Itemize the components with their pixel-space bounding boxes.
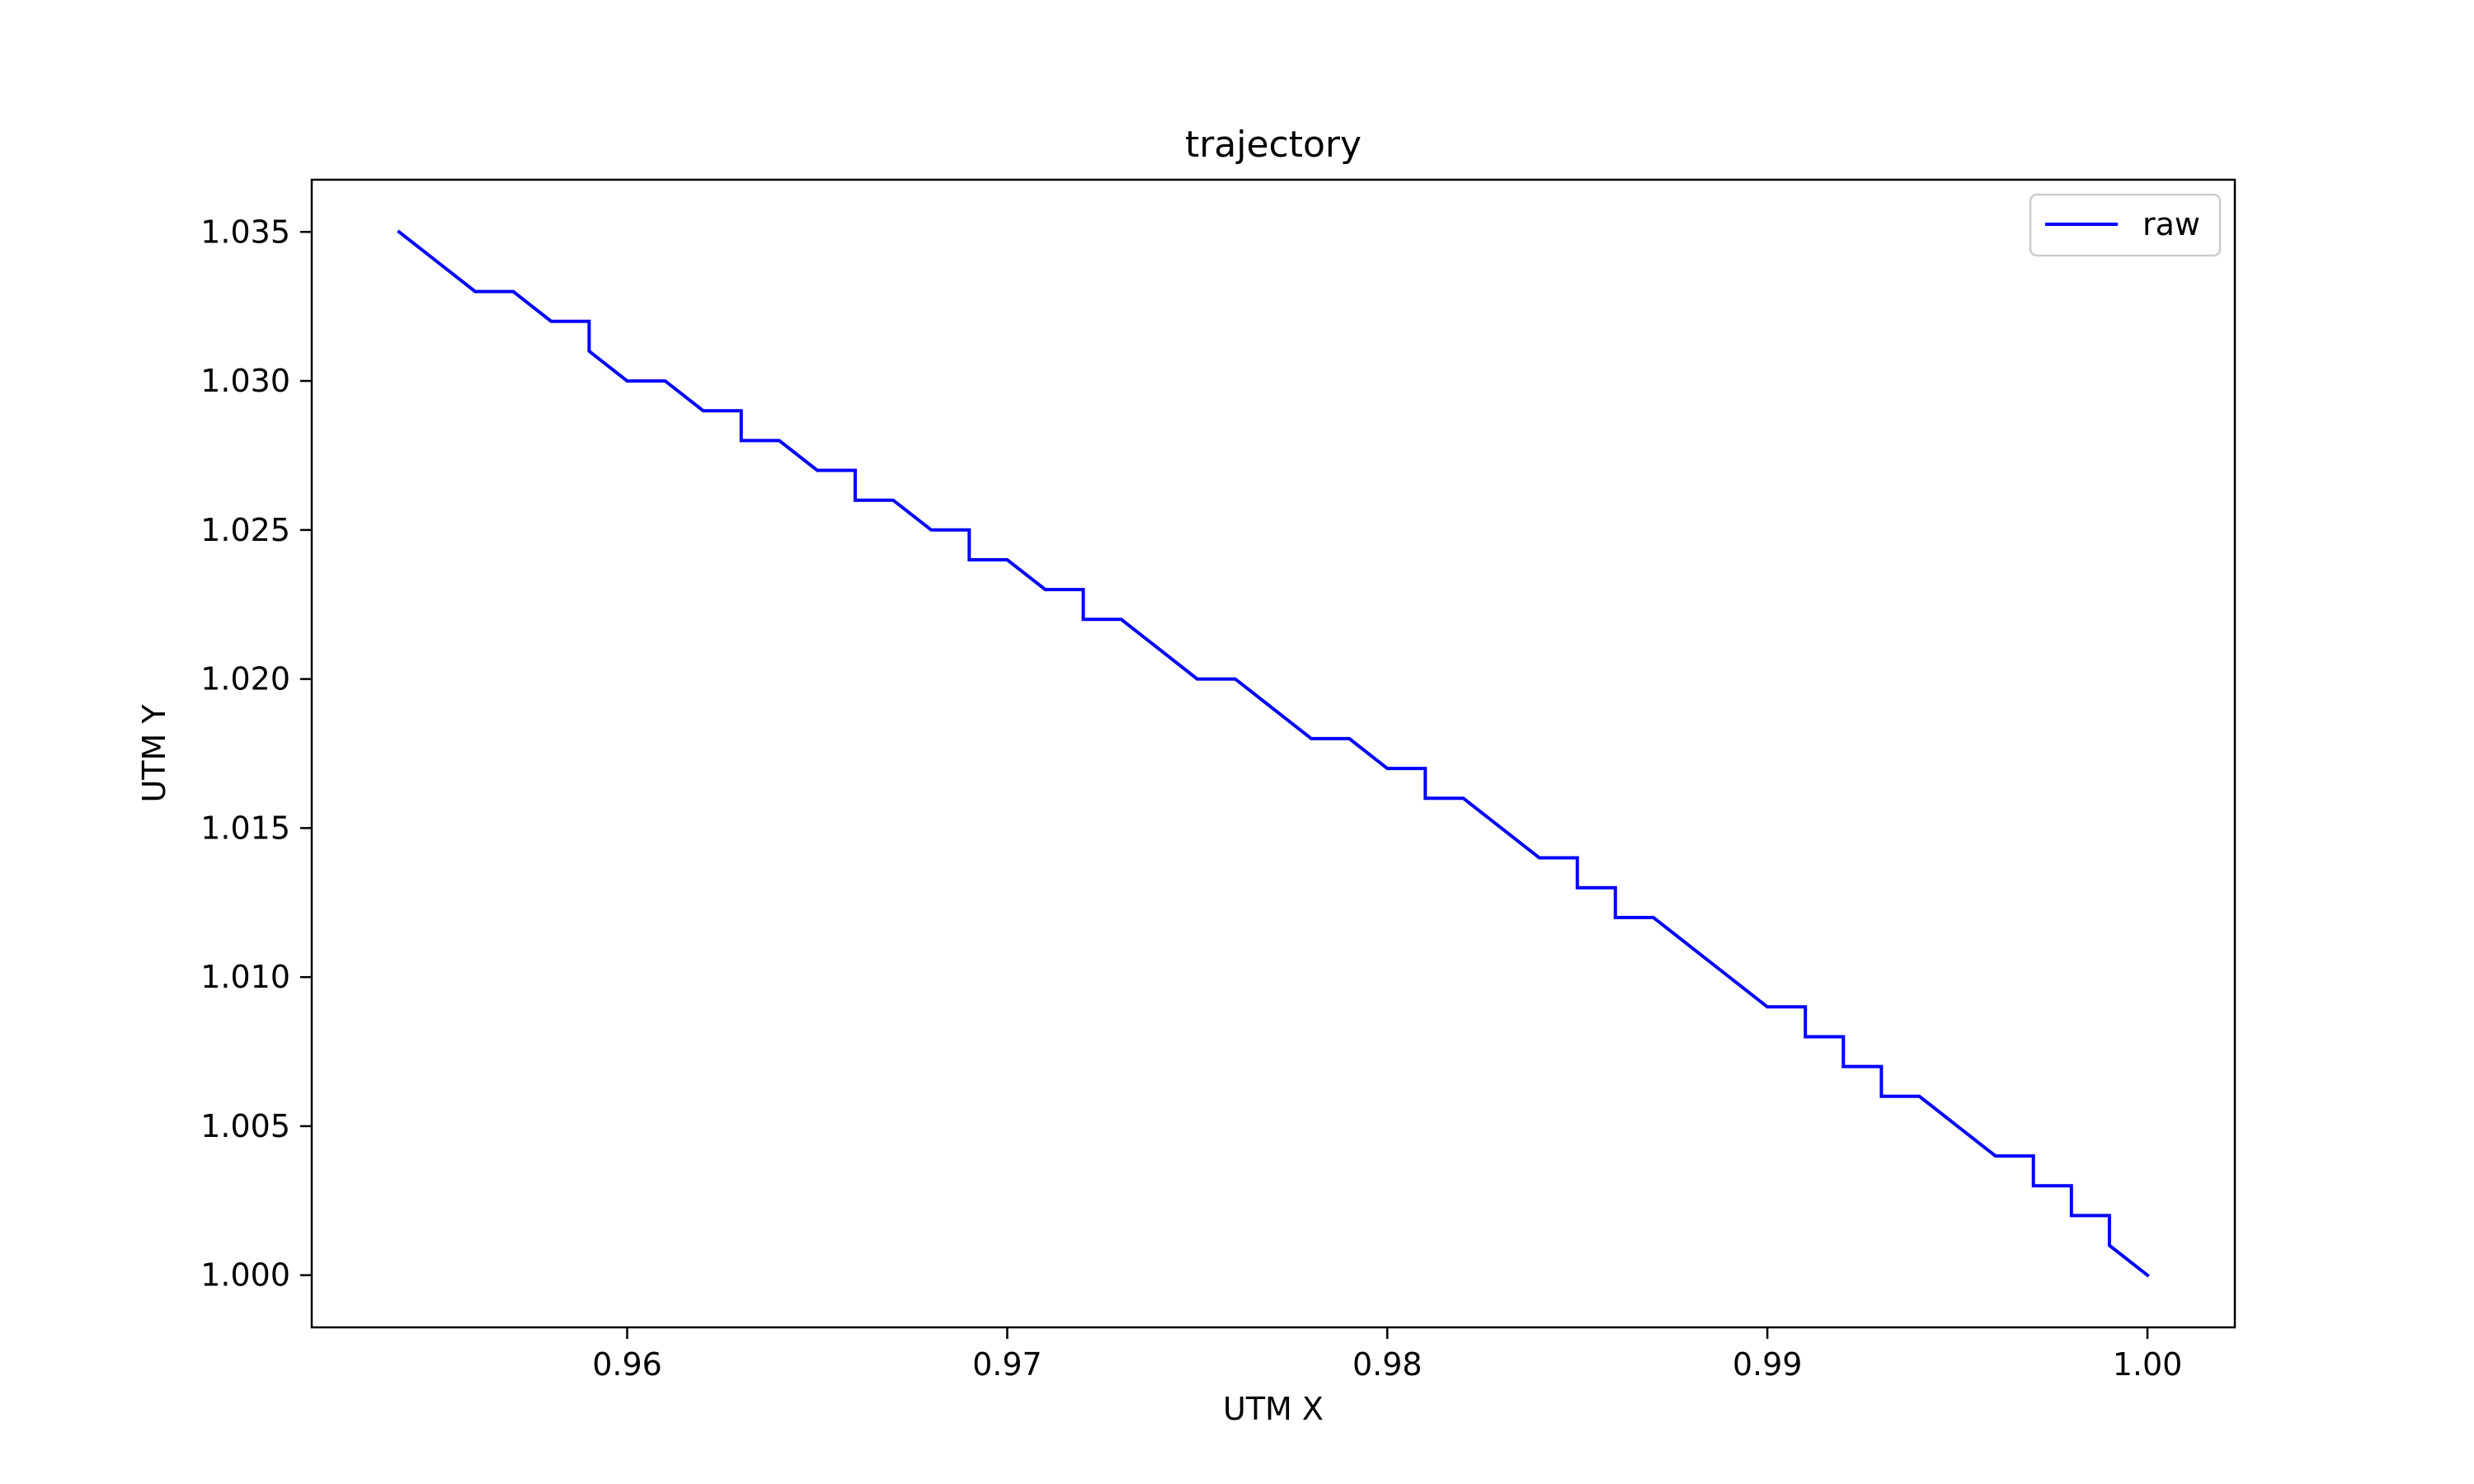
y-axis-ticks: 1.000 1.005 1.010 1.015 1.020 1.025 1.030 1.035	[200, 214, 312, 1294]
axes-frame	[310, 178, 2236, 1329]
x-tick-label: 1.00	[2113, 1346, 2183, 1383]
legend-box	[2029, 193, 2222, 257]
x-axis-label: UTM X	[1223, 1391, 1324, 1427]
x-tick-label: 0.97	[972, 1346, 1042, 1383]
legend: raw	[2029, 193, 2222, 257]
y-tick-label: 1.000	[200, 1257, 290, 1294]
x-tick-label: 0.98	[1352, 1346, 1423, 1383]
chart-title: trajectory	[1185, 124, 1362, 166]
axes-background	[312, 180, 2235, 1327]
x-tick-label: 0.96	[592, 1346, 662, 1383]
legend-label-raw: raw	[2142, 206, 2200, 242]
y-tick-label: 1.005	[200, 1108, 290, 1144]
y-tick-label: 1.030	[200, 363, 290, 399]
x-tick-label: 0.99	[1733, 1346, 1803, 1383]
y-tick-label: 1.025	[200, 512, 290, 548]
plot-area	[310, 178, 2236, 1329]
series-line-raw	[397, 229, 2150, 1278]
y-axis-label: UTM Y	[136, 704, 172, 803]
series-layer	[397, 229, 2150, 1278]
y-tick-label: 1.035	[200, 214, 290, 250]
y-tick-label: 1.010	[200, 959, 290, 995]
x-axis-ticks: 0.96 0.97 0.98 0.99 1.00	[592, 1327, 2182, 1383]
y-tick-label: 1.015	[200, 810, 290, 846]
y-tick-label: 1.020	[200, 661, 290, 697]
